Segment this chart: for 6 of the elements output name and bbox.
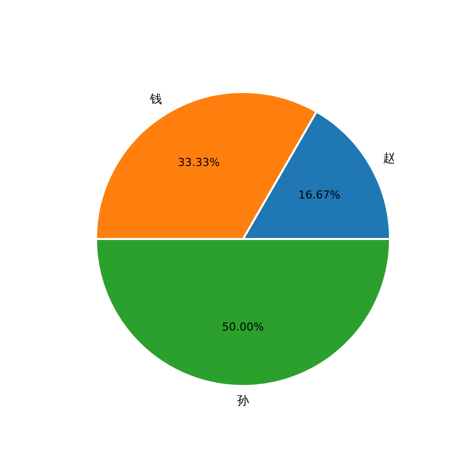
- slice-label: 钱: [149, 92, 162, 106]
- data-label: 50.00%: [222, 320, 264, 334]
- slice-label: 孙: [237, 394, 249, 408]
- slice-label: 赵: [383, 151, 396, 166]
- data-label: 33.33%: [178, 156, 220, 170]
- data-label: 16.67%: [298, 188, 340, 202]
